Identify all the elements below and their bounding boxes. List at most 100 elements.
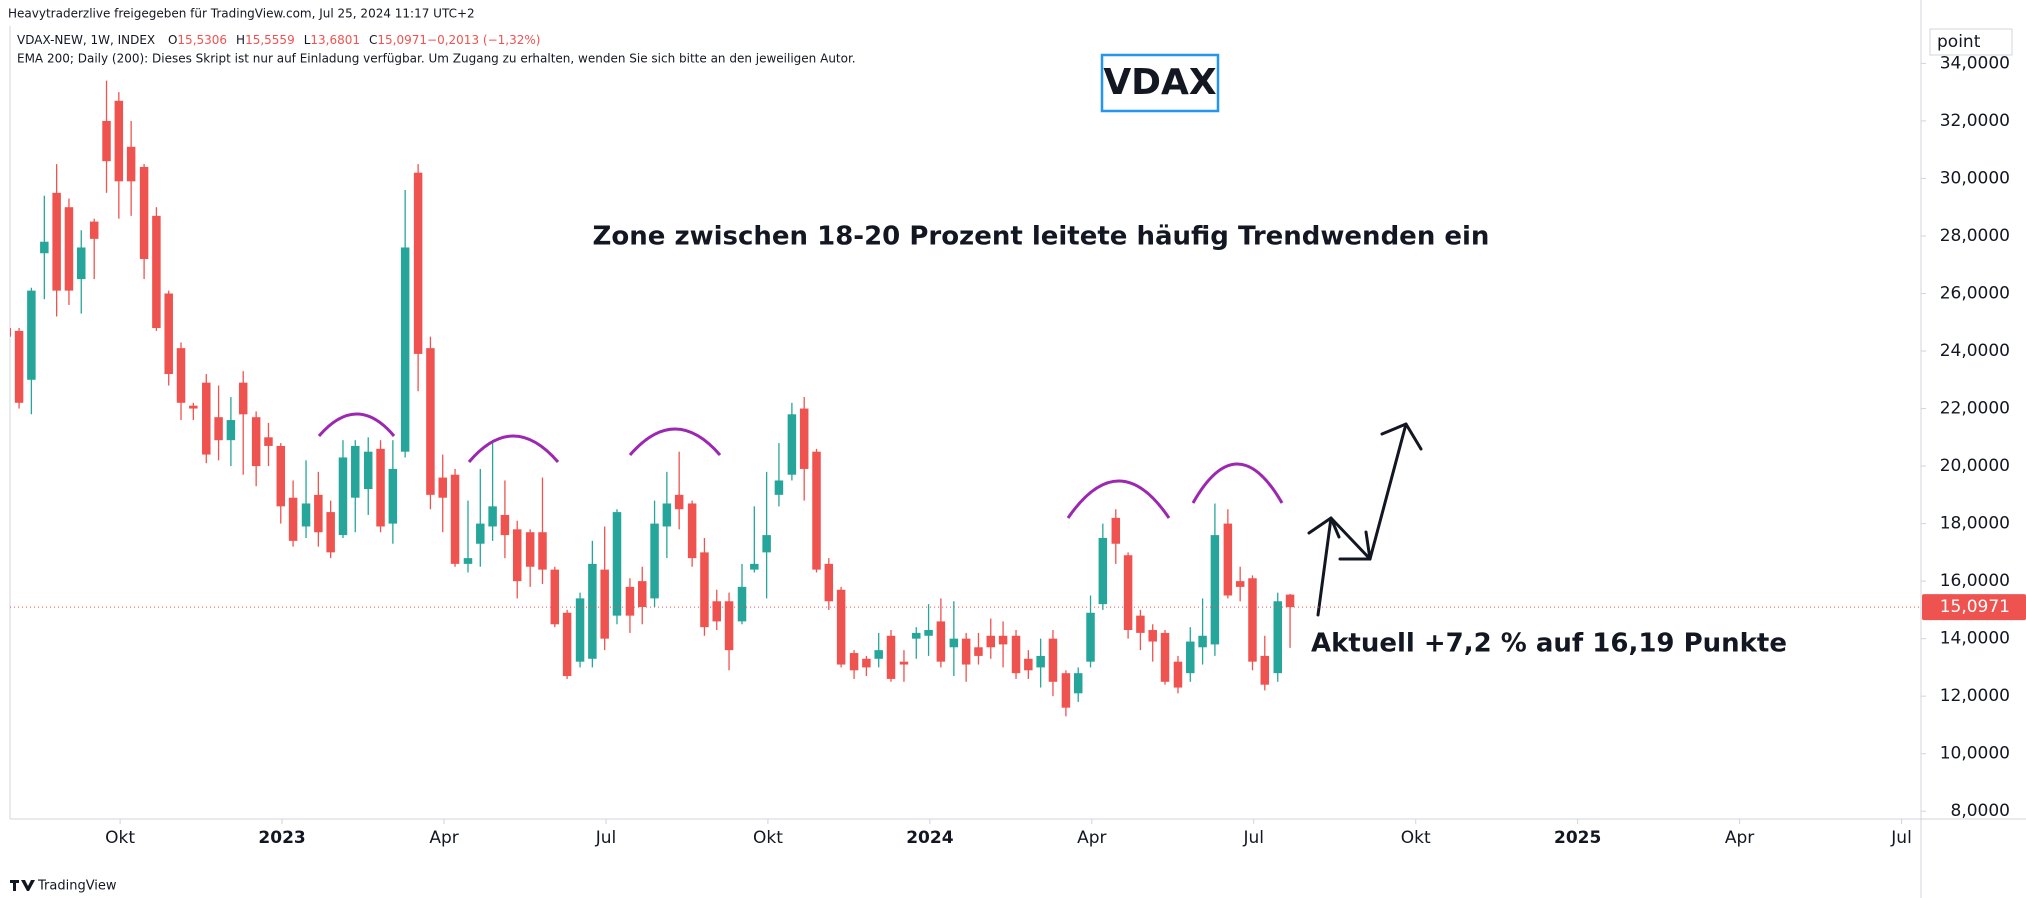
arc bbox=[1066, 479, 1171, 519]
candle-body bbox=[562, 612, 572, 677]
candle-body bbox=[762, 535, 771, 553]
y-tick-label: 34,0000 bbox=[1940, 53, 2010, 73]
annotation: Aktuell +7,2 % auf 16,19 Punkte bbox=[1311, 629, 1787, 659]
x-tick-label: 2025 bbox=[1554, 828, 1601, 848]
arrow-head bbox=[1338, 530, 1372, 561]
candle-body bbox=[575, 598, 585, 662]
legend-line: VDAX-NEW, 1W, INDEX O15,5306 H15,5559 L13,… bbox=[17, 33, 540, 47]
legend-ohlc: O bbox=[168, 33, 177, 47]
candle-body bbox=[1273, 601, 1282, 674]
candle-body bbox=[737, 586, 747, 622]
y-tick-label: 20,0000 bbox=[1940, 456, 2010, 476]
legend-ohlc: C bbox=[369, 33, 377, 47]
candle-body bbox=[1086, 612, 1095, 662]
candle-body bbox=[525, 532, 535, 567]
candle-body bbox=[114, 100, 124, 182]
candle-body bbox=[512, 529, 522, 582]
candle-body bbox=[1210, 535, 1220, 645]
legend-ohlc: H bbox=[236, 33, 245, 47]
unit-box bbox=[1929, 28, 2013, 56]
candle-body bbox=[600, 569, 609, 639]
candle-body bbox=[400, 247, 410, 452]
y-tick-label: 30,0000 bbox=[1940, 168, 2010, 188]
share-line: Heavytraderzlive freigegeben für Trading… bbox=[8, 7, 475, 21]
y-tick-label: 8,0000 bbox=[1951, 801, 2010, 821]
candle-body bbox=[836, 589, 846, 665]
candle-body bbox=[214, 417, 223, 441]
candle-body bbox=[326, 512, 335, 553]
candle-body bbox=[77, 247, 86, 280]
candle-body bbox=[226, 420, 236, 441]
y-tick-label: 16,0000 bbox=[1940, 571, 2010, 591]
y-tick-label: 14,0000 bbox=[1940, 629, 2010, 649]
candle-body bbox=[849, 653, 859, 671]
candle-body bbox=[1248, 578, 1257, 662]
candle-body bbox=[388, 468, 398, 524]
x-tick-label: 2024 bbox=[906, 828, 953, 848]
legend-ohlc: 13,6801 bbox=[310, 33, 360, 47]
candle-body bbox=[949, 638, 959, 648]
candle-body bbox=[1285, 594, 1295, 608]
candle-body bbox=[724, 601, 734, 651]
candle-body bbox=[288, 497, 298, 541]
candle-body bbox=[27, 290, 36, 380]
candle-body bbox=[961, 638, 971, 665]
y-tick-label: 26,0000 bbox=[1940, 283, 2010, 303]
x-tick-label: Okt bbox=[753, 828, 783, 848]
candle-body bbox=[750, 563, 759, 570]
candle-body bbox=[463, 558, 473, 564]
candle-body bbox=[314, 494, 323, 533]
candle-body bbox=[139, 166, 149, 259]
candle-body bbox=[774, 480, 784, 495]
x-tick-label: Jul bbox=[1890, 828, 1912, 848]
arrow-head bbox=[1380, 422, 1423, 451]
candle-body bbox=[152, 215, 161, 329]
candle-body bbox=[276, 445, 286, 507]
symbol: VDAX-NEW, 1W, INDEX bbox=[17, 33, 155, 47]
candle-body bbox=[1173, 661, 1183, 688]
candle-body bbox=[126, 146, 136, 182]
candle-body bbox=[10, 328, 12, 337]
x-tick-label: Okt bbox=[105, 828, 135, 848]
arc bbox=[628, 427, 722, 456]
candle-body bbox=[1123, 555, 1133, 631]
candle-body bbox=[251, 417, 261, 467]
candle-body bbox=[351, 445, 360, 498]
candle-body bbox=[264, 437, 273, 446]
candle-body bbox=[176, 348, 186, 403]
candle-body bbox=[1223, 523, 1233, 596]
y-tick-label: 32,0000 bbox=[1940, 111, 2010, 131]
x-tick-label: Jul bbox=[595, 828, 617, 848]
candle-body bbox=[899, 661, 909, 665]
candle-body bbox=[924, 630, 933, 636]
candle-body bbox=[936, 621, 946, 662]
candle-body bbox=[301, 503, 311, 527]
last-price-label: 15,0971 bbox=[1940, 597, 2010, 617]
candle-body bbox=[974, 647, 983, 656]
legend-ohlc: 15,5306 bbox=[177, 33, 227, 47]
candle-body bbox=[500, 514, 510, 536]
y-tick-label: 22,0000 bbox=[1940, 399, 2010, 419]
candle-body bbox=[662, 503, 672, 527]
candle-body bbox=[1098, 537, 1108, 605]
candle-body bbox=[438, 477, 447, 498]
legend-ohlc: L bbox=[304, 33, 311, 47]
legend-ohlc: 15,0971 bbox=[377, 33, 427, 47]
arc bbox=[317, 412, 396, 437]
candle-body bbox=[202, 382, 211, 455]
y-tick-label: 28,0000 bbox=[1940, 226, 2010, 246]
candle-body bbox=[164, 293, 173, 375]
candle-body bbox=[476, 523, 485, 544]
x-tick-label: Okt bbox=[1401, 828, 1431, 848]
x-tick-label: 2023 bbox=[258, 828, 305, 848]
candle-body bbox=[40, 241, 49, 254]
candle-body bbox=[1011, 635, 1021, 674]
footer-brand: TradingView bbox=[37, 879, 117, 894]
candle-body bbox=[426, 348, 435, 495]
candle-body bbox=[862, 658, 871, 668]
candle-body bbox=[1260, 655, 1270, 685]
candle-body bbox=[637, 581, 647, 608]
x-tick-label: Jul bbox=[1243, 828, 1265, 848]
y-tick-label: 10,0000 bbox=[1940, 744, 2010, 764]
